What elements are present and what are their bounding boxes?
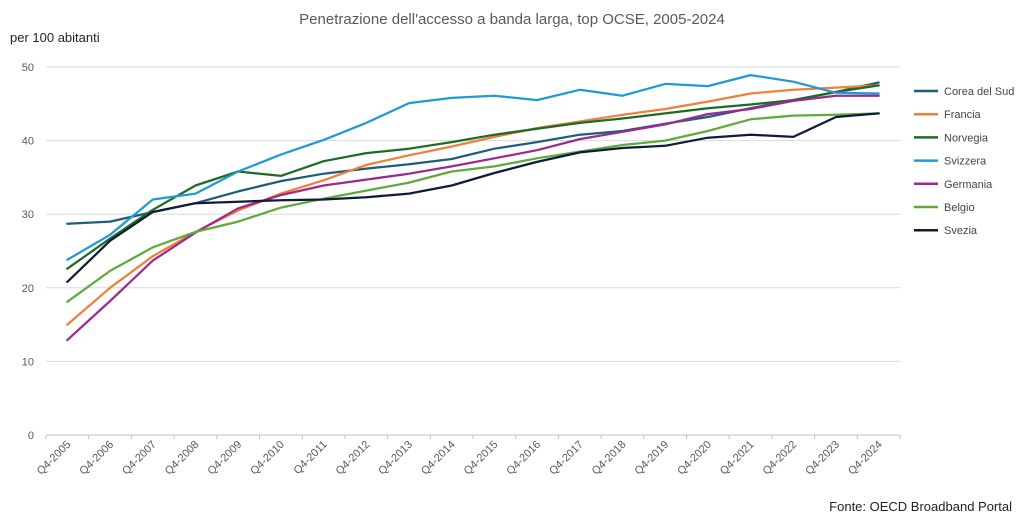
x-tick-label: Q4-2007 (120, 439, 159, 478)
y-tick-label: 40 (22, 136, 34, 148)
series-line-norvegia (66, 84, 880, 270)
x-tick-label: Q4-2012 (334, 439, 373, 478)
x-tick-label: Q4-2018 (590, 439, 629, 478)
chart-title: Penetrazione dell'accesso a banda larga,… (299, 11, 725, 28)
x-tick-label: Q4-2009 (206, 439, 245, 478)
x-tick-label: Q4-2013 (376, 439, 415, 478)
x-tick-label: Q4-2024 (846, 439, 885, 478)
x-tick-label: Q4-2011 (291, 439, 329, 477)
x-tick-label: Q4-2005 (35, 439, 74, 478)
legend-label: Svezia (944, 225, 978, 237)
y-tick-label: 20 (22, 283, 34, 295)
legend: Corea del Sud Francia Norvegia Svizzera Germ… (914, 86, 1014, 237)
legend-label: Francia (944, 109, 982, 121)
x-tick-label: Q4-2023 (803, 439, 842, 478)
series-line-svezia (66, 112, 880, 284)
legend-label: Corea del Sud (944, 86, 1014, 98)
series-line-svizzera (66, 73, 880, 261)
x-tick-label: Q4-2022 (761, 439, 800, 478)
y-tick-label: 30 (22, 209, 34, 221)
x-axis: Q4-2005 Q4-2006 Q4-2007 Q4-2008 Q4-2009 Q4-20… (35, 434, 901, 478)
source-note: Fonte: OECD Broadband Portal (829, 499, 1012, 514)
y-tick-label: 50 (22, 62, 34, 74)
legend-label: Svizzera (944, 156, 987, 168)
legend-label: Germania (944, 179, 993, 191)
series-line-belgio (66, 112, 880, 303)
series-line-germania (66, 94, 880, 342)
y-tick-label: 0 (28, 430, 34, 442)
legend-label: Belgio (944, 202, 975, 214)
x-tick-label: Q4-2014 (419, 439, 458, 478)
x-tick-label: Q4-2016 (504, 439, 543, 478)
x-tick-label: Q4-2019 (633, 439, 672, 478)
gridlines (46, 66, 900, 362)
x-tick-label: Q4-2006 (77, 439, 116, 478)
x-tick-label: Q4-2015 (462, 439, 501, 478)
x-tick-label: Q4-2008 (163, 439, 202, 478)
legend-label: Norvegia (944, 132, 989, 144)
x-tick-label: Q4-2010 (248, 439, 287, 478)
x-tick-label: Q4-2020 (675, 439, 714, 478)
x-tick-label: Q4-2017 (547, 439, 586, 478)
y-tick-label: 10 (22, 356, 34, 368)
x-tick-label: Q4-2021 (718, 439, 757, 478)
y-axis-label: per 100 abitanti (10, 30, 100, 45)
y-axis-ticks: 0 10 20 30 40 50 (22, 62, 34, 442)
series-lines (66, 73, 880, 342)
